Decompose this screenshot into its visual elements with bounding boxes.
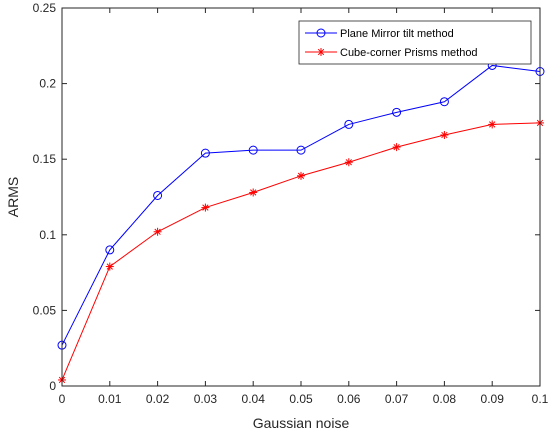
x-tick-label: 0.1 [532, 392, 549, 406]
legend-item-plane-mirror: Plane Mirror tilt method [305, 28, 454, 40]
legend-label-cube-corner: Cube-corner Prisms method [340, 47, 478, 59]
data-point-asterisk [488, 120, 497, 129]
y-tick-label: 0.1 [39, 228, 56, 242]
data-point-circle [439, 97, 449, 107]
x-tick-label: 0.08 [433, 392, 457, 406]
data-point-circle [153, 190, 163, 200]
data-point-asterisk [297, 171, 305, 180]
x-tick-label: 0.01 [98, 392, 122, 406]
legend-label-plane-mirror: Plane Mirror tilt method [340, 28, 454, 40]
data-point-circle [296, 145, 306, 155]
data-point-circle [200, 148, 210, 158]
data-point-asterisk [249, 188, 258, 197]
x-axis-label: Gaussian noise [253, 415, 350, 431]
legend-marker-asterisk-icon [317, 48, 325, 56]
data-point-asterisk [201, 203, 210, 212]
x-tick-label: 0.03 [194, 392, 218, 406]
legend-box [298, 20, 532, 65]
y-tick-label: 0.15 [33, 152, 57, 166]
x-tick-label: 0.02 [146, 392, 170, 406]
ticks-layer: 0 0.01 0.02 0.03 0.04 0.05 0.06 0.07 0.08 0.09 0.1… [33, 1, 549, 406]
data-point-asterisk [344, 158, 353, 167]
x-tick-label: 0 [59, 392, 66, 406]
data-point-asterisk [440, 131, 449, 140]
data-point-circle [248, 145, 258, 155]
legend: Plane Mirror tilt method Cube-corner Pri… [298, 20, 532, 65]
data-point-circle [392, 107, 402, 117]
data-point-asterisk [153, 227, 162, 236]
x-tick-label: 0.06 [337, 392, 361, 406]
legend-marker-circle-icon [316, 28, 326, 38]
y-tick-label: 0 [49, 379, 56, 393]
plot-area [62, 8, 540, 386]
x-tick-label: 0.07 [385, 392, 409, 406]
data-point-circle [344, 119, 354, 129]
legend-item-cube-corner: Cube-corner Prisms method [305, 47, 478, 59]
x-tick-label: 0.04 [242, 392, 266, 406]
data-point-asterisk [105, 262, 114, 271]
data-point-asterisk [392, 143, 401, 152]
data-point-circle [105, 245, 115, 255]
x-tick-label: 0.09 [481, 392, 505, 406]
y-tick-label: 0.2 [39, 77, 56, 91]
y-tick-label: 0.25 [33, 1, 57, 15]
series-line [61, 64, 541, 346]
y-tick-label: 0.05 [33, 303, 57, 317]
y-axis-label: ARMS [5, 177, 21, 217]
x-tick-label: 0.05 [289, 392, 313, 406]
